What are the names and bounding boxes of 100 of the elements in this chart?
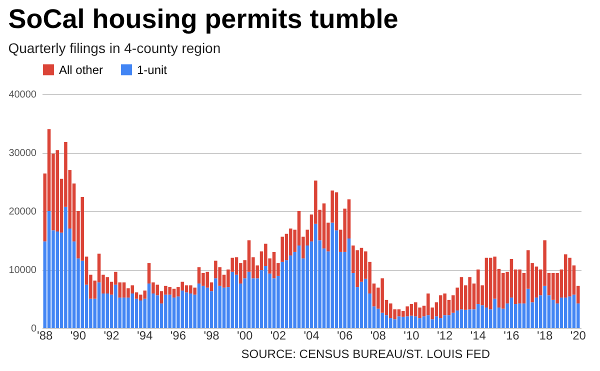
- bar: [139, 294, 142, 301]
- bar: [172, 298, 176, 328]
- bar: [468, 309, 472, 328]
- x-tick-label: '04: [304, 328, 320, 342]
- bar: [384, 315, 388, 328]
- bar: [106, 277, 109, 294]
- bar: [447, 315, 451, 328]
- bar: [460, 277, 464, 310]
- x-tick-label: '00: [237, 328, 253, 342]
- bar: [126, 298, 130, 328]
- legend-label: 1-unit: [137, 62, 168, 77]
- x-tick-label: '90: [70, 328, 86, 342]
- source-note: SOURCE: CENSUS BUREAU/ST. LOUIS FED: [240, 347, 491, 361]
- x-tick-label: '96: [170, 328, 186, 342]
- bar: [306, 246, 309, 328]
- bar: [264, 266, 268, 328]
- y-tick-label: 0: [30, 324, 37, 334]
- bar: [380, 278, 384, 313]
- bar: [439, 318, 442, 328]
- bar: [526, 288, 530, 328]
- x-tick-label: '94: [137, 328, 154, 342]
- bar: [297, 246, 301, 328]
- x-tick-label: '18: [536, 328, 553, 342]
- bar: [164, 294, 168, 328]
- bar: [97, 282, 101, 328]
- bar: [180, 290, 184, 328]
- bar: [564, 254, 568, 298]
- bar: [476, 304, 480, 328]
- bar: [147, 284, 151, 328]
- bar: [214, 278, 218, 328]
- bar: [380, 312, 384, 328]
- bar: [410, 304, 414, 316]
- bar: [406, 316, 409, 328]
- x-tick-label: '12: [436, 328, 453, 342]
- bar: [106, 293, 109, 328]
- bar: [464, 310, 468, 328]
- bar: [422, 316, 426, 328]
- bar: [234, 274, 238, 328]
- x-tick-label: '14: [470, 328, 486, 342]
- legend-label: All other: [59, 62, 104, 77]
- bar: [414, 302, 418, 316]
- bar: [434, 316, 438, 328]
- bar: [402, 316, 405, 328]
- y-tick-label: 40000: [8, 90, 37, 100]
- bar: [443, 315, 446, 328]
- bar: [197, 267, 201, 284]
- bar: [568, 258, 572, 296]
- bar: [280, 236, 284, 262]
- bar: [189, 293, 192, 328]
- y-tick-label: 20000: [8, 206, 37, 218]
- bar: [518, 303, 522, 328]
- bar: [364, 278, 368, 328]
- bar: [122, 282, 126, 298]
- chart-subtitle: Quarterly filings in 4-county region: [8, 40, 221, 56]
- bar: [64, 206, 68, 328]
- bar: [568, 296, 572, 328]
- bar: [122, 298, 126, 328]
- bar: [47, 211, 51, 328]
- bar: [56, 231, 59, 328]
- bar: [439, 295, 442, 318]
- bar: [260, 270, 264, 328]
- bar: [360, 282, 364, 328]
- bar: [460, 309, 464, 328]
- bar: [206, 288, 209, 328]
- bar: [489, 258, 492, 310]
- bar: [280, 262, 284, 328]
- bar: [543, 286, 546, 328]
- bar: [114, 284, 118, 328]
- bar: [206, 272, 209, 288]
- bar: [443, 293, 446, 316]
- bar: [493, 298, 496, 328]
- bar: [322, 203, 326, 248]
- bar: [202, 286, 205, 328]
- bar: [534, 298, 538, 328]
- bar: [168, 294, 172, 328]
- bar: [552, 273, 555, 300]
- bar: [156, 295, 159, 328]
- x-tick-label: '06: [337, 328, 353, 342]
- bar: [502, 273, 505, 309]
- bar: [572, 294, 576, 328]
- chart-title: SoCal housing permits tumble: [8, 4, 398, 34]
- bar: [247, 272, 251, 328]
- bar: [184, 285, 188, 292]
- bar: [272, 252, 276, 278]
- bar: [456, 310, 459, 328]
- bar: [330, 222, 334, 328]
- bar: [222, 288, 226, 328]
- bar: [347, 238, 351, 328]
- x-tick-label: '88: [37, 328, 54, 342]
- bar: [230, 272, 234, 328]
- bar: [426, 293, 430, 316]
- bar: [452, 312, 455, 328]
- x-tick-label: '16: [504, 328, 520, 342]
- x-tick-label: '10: [404, 328, 420, 342]
- bar: [480, 305, 484, 328]
- bar: [484, 308, 488, 328]
- y-tick-label: 30000: [8, 148, 37, 159]
- bar: [189, 285, 192, 294]
- bar: [56, 150, 59, 232]
- bar: [430, 319, 434, 328]
